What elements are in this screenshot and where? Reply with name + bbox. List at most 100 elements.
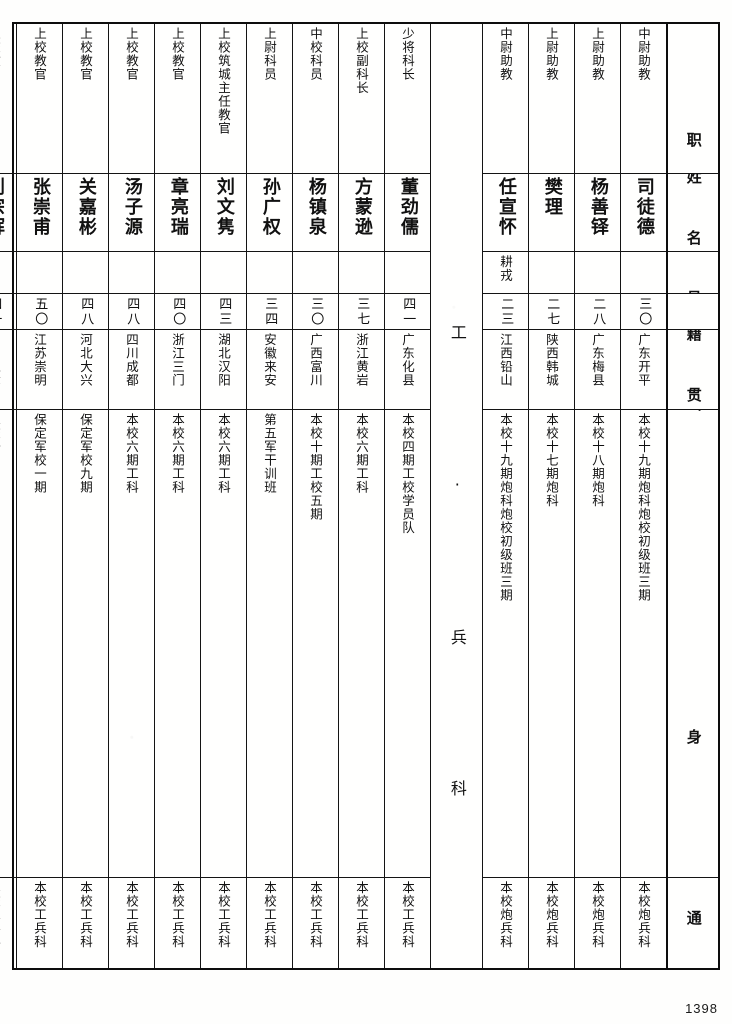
entry-origin: 四川成都 bbox=[109, 330, 154, 410]
entry-address: 本校工兵科 bbox=[216, 881, 231, 949]
entry-rank: 中校科员 bbox=[293, 24, 338, 174]
entry-rank: 上校教官 bbox=[109, 24, 154, 174]
roster-entry-column: 上尉科员 孙广权 三四 安徽来安 第五军干训班 本校工兵科 bbox=[246, 24, 292, 968]
entry-name: 关嘉彬 bbox=[63, 174, 108, 252]
roster-table: 级 职 姓 名 别 号 年 龄 籍 贯 出 身 永 久 通 讯 处 中尉助教司徒… bbox=[0, 22, 720, 970]
entry-education: 本校六期工科 bbox=[109, 410, 154, 878]
header-alias: 别 号 bbox=[668, 252, 718, 294]
entry-education: 工校一期 bbox=[0, 410, 16, 878]
entry-address: 本校工兵科 bbox=[0, 878, 16, 968]
entry-origin: 广东梅县 bbox=[575, 330, 620, 410]
entry-address: 本校工兵科 bbox=[400, 881, 415, 949]
entry-alias bbox=[247, 252, 292, 294]
entry-address: 本校炮兵科 bbox=[636, 881, 651, 949]
header-address: 永 久 通 讯 处 bbox=[668, 878, 718, 968]
entry-origin: 江西铅山 bbox=[483, 330, 528, 410]
entry-rank: 少将科长 bbox=[385, 24, 430, 174]
entry-address: 本校工兵科 bbox=[308, 881, 323, 949]
roster-entry-column: 上校筑城主任教官 刘文隽 四三 湖北汉阳 本校六期工科 本校工兵科 bbox=[200, 24, 246, 968]
entry-alias bbox=[201, 252, 246, 294]
entry-address: 本校工兵科 bbox=[32, 881, 47, 949]
header-rank: 级 职 bbox=[668, 24, 718, 174]
entry-education: 本校六期工科 bbox=[339, 410, 384, 878]
entry-alias bbox=[0, 252, 16, 294]
entry-alias: 耕戎 bbox=[483, 252, 528, 294]
entry-education: 第五军干训班 bbox=[247, 410, 292, 878]
roster-entry-column: 上尉助教 杨善铎 二八 广东梅县 本校十八期炮科 本校炮兵科 bbox=[574, 24, 620, 968]
entry-name: 任宣怀 bbox=[483, 174, 528, 252]
entry-age: 三〇 bbox=[621, 294, 666, 330]
entry-name: 张崇甫 bbox=[17, 174, 62, 252]
entry-address: 本校工兵科 bbox=[78, 881, 93, 949]
entry-alias bbox=[621, 252, 666, 294]
roster-entry-column: 上校教官 张崇甫 五〇 江苏崇明 保定军校一期 本校工兵科 bbox=[16, 24, 62, 968]
entry-name: 汤子源 bbox=[109, 174, 154, 252]
entry-origin: 四川江津 bbox=[0, 330, 16, 410]
roster-entry-column: 上校教官 章亮瑞 四〇 浙江三门 本校六期工科 本校工兵科 bbox=[154, 24, 200, 968]
entry-rank: 上校副科长 bbox=[339, 24, 384, 174]
entry-education: 本校十八期炮科 bbox=[575, 410, 620, 878]
entry-age: 四八 bbox=[109, 294, 154, 330]
entry-alias bbox=[293, 252, 338, 294]
entry-age: 四〇 bbox=[155, 294, 200, 330]
entry-origin: 江苏崇明 bbox=[17, 330, 62, 410]
entry-alias bbox=[339, 252, 384, 294]
entry-age: 四三 bbox=[201, 294, 246, 330]
roster-entry-column: 上尉助教 樊理二七 陕西韩城 本校十七期炮科本校炮兵科 bbox=[528, 24, 574, 968]
entry-age: 三〇 bbox=[293, 294, 338, 330]
entry-alias bbox=[63, 252, 108, 294]
entry-address: 本校工兵科 bbox=[124, 881, 139, 949]
entry-alias bbox=[109, 252, 154, 294]
entry-name: 杨镇泉 bbox=[293, 174, 338, 252]
table-header-column: 级 职 姓 名 别 号 年 龄 籍 贯 出 身 永 久 通 讯 处 bbox=[666, 24, 718, 968]
entry-age: 五〇 bbox=[17, 294, 62, 330]
entry-name: 方蒙逊 bbox=[339, 174, 384, 252]
entry-alias bbox=[385, 252, 430, 294]
entry-alias bbox=[155, 252, 200, 294]
entry-age: 三七 bbox=[339, 294, 384, 330]
entry-origin: 湖北汉阳 bbox=[201, 330, 246, 410]
entry-rank: 中尉助教 bbox=[621, 24, 666, 174]
entry-name: 司徒德 bbox=[621, 174, 666, 252]
entry-origin: 广东开平 bbox=[621, 330, 666, 410]
entry-address: 本校工兵科 bbox=[262, 881, 277, 949]
entry-age: 二七 bbox=[529, 294, 574, 330]
entry-education: 本校十期工校五期 bbox=[293, 410, 338, 878]
section-label: 工 · 兵 科 bbox=[447, 324, 467, 854]
roster-entry-column: 中尉助教 任宣怀 耕戎 二三 江西铅山 本校十九期炮科炮校初级班三期 本校炮兵科 bbox=[482, 24, 528, 968]
header-name: 姓 名 bbox=[668, 174, 718, 252]
roster-entry-column: 中校科员 杨镇泉三〇 广西富川 本校十期工校五期本校工兵科 bbox=[292, 24, 338, 968]
entry-education: 本校六期工科 bbox=[201, 410, 246, 878]
entry-education: 本校四期工校学员队 bbox=[385, 410, 430, 878]
header-age: 年 龄 bbox=[668, 294, 718, 330]
entry-rank: 上校教官 bbox=[63, 24, 108, 174]
entry-alias bbox=[529, 252, 574, 294]
entry-origin: 陕西韩城 bbox=[529, 330, 574, 410]
entry-education: 本校十九期炮科炮校初级班三期 bbox=[483, 410, 528, 878]
entry-education: 本校六期工科 bbox=[155, 410, 200, 878]
entry-name: 章亮瑞 bbox=[155, 174, 200, 252]
entry-address: 本校炮兵科 bbox=[544, 881, 559, 949]
entry-age: 三四 bbox=[247, 294, 292, 330]
entry-age: 四一 bbox=[385, 294, 430, 330]
entry-origin: 广西富川 bbox=[293, 330, 338, 410]
entry-name: 刘宗辉 bbox=[0, 174, 16, 252]
roster-entry-column: 上校教官 关嘉彬 四八 河北大兴 保定军校九期 本校工兵科 bbox=[62, 24, 108, 968]
entry-age: 二三 bbox=[483, 294, 528, 330]
entry-education: 本校十七期炮科 bbox=[529, 410, 574, 878]
entry-rank: 中尉助教 bbox=[483, 24, 528, 174]
entry-age: 四一 bbox=[0, 294, 16, 330]
roster-entry-column: 上校教官 汤子源四八 四川成都 本校六期工科本校工兵科 bbox=[108, 24, 154, 968]
entry-rank: 上尉助教 bbox=[529, 24, 574, 174]
entry-address: 本校工兵科 bbox=[354, 881, 369, 949]
entry-address: 本校炮兵科 bbox=[590, 881, 605, 949]
entry-education: 本校十九期炮科炮校初级班三期 bbox=[621, 410, 666, 878]
header-education: 出 身 bbox=[668, 410, 718, 878]
roster-entry-column: 上校副科长 方蒙逊 三七 浙江黄岩 本校六期工科 本校工兵科 bbox=[338, 24, 384, 968]
section-label-column: 工 · 兵 科 bbox=[430, 24, 482, 968]
entry-name: 孙广权 bbox=[247, 174, 292, 252]
entry-origin: 广东化县 bbox=[385, 330, 430, 410]
entry-rank: 上校筑城主任教官 bbox=[201, 24, 246, 174]
entry-name: 樊理 bbox=[529, 174, 574, 252]
header-origin: 籍 贯 bbox=[668, 330, 718, 410]
